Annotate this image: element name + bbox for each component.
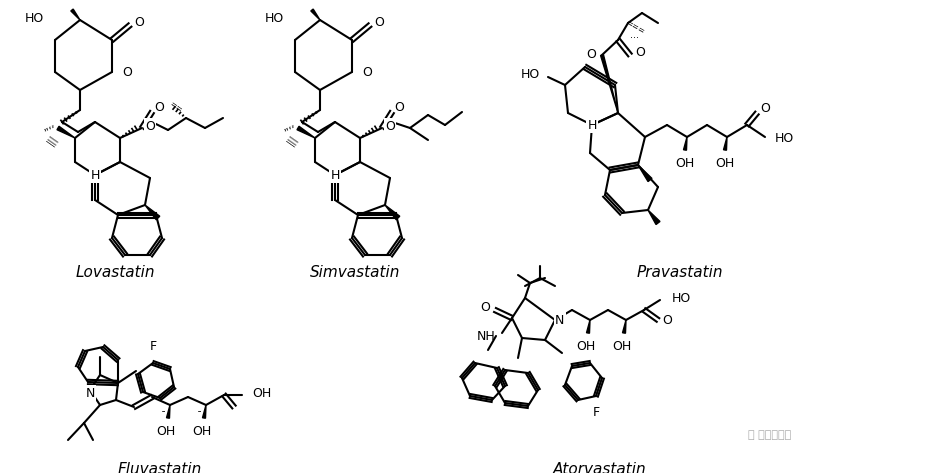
Text: HO: HO	[521, 69, 540, 81]
Text: OH: OH	[193, 425, 211, 438]
Text: O: O	[662, 314, 672, 326]
Polygon shape	[648, 210, 660, 225]
Polygon shape	[297, 126, 315, 138]
Text: H: H	[90, 168, 100, 182]
Text: HO: HO	[672, 291, 692, 305]
Text: 💬 凯菜英药闻: 💬 凯菜英药闻	[748, 430, 792, 440]
Text: OH: OH	[577, 340, 596, 353]
Text: H: H	[588, 119, 597, 131]
Polygon shape	[638, 165, 652, 182]
Polygon shape	[145, 205, 159, 220]
Text: Pravastatin: Pravastatin	[637, 265, 723, 280]
Text: O: O	[480, 300, 490, 314]
Polygon shape	[623, 320, 626, 333]
Text: OH: OH	[252, 386, 272, 400]
Text: Simvastatin: Simvastatin	[310, 265, 400, 280]
Polygon shape	[311, 9, 320, 20]
Text: Fluvastatin: Fluvastatin	[118, 462, 202, 473]
Text: O: O	[154, 100, 164, 114]
Text: |||: |||	[285, 133, 299, 147]
Text: O: O	[385, 120, 395, 132]
Text: Atorvastatin: Atorvastatin	[553, 462, 647, 473]
Text: OH: OH	[676, 157, 694, 170]
Text: OH: OH	[716, 157, 734, 170]
Text: |||: |||	[44, 133, 59, 147]
Text: NH: NH	[477, 330, 496, 342]
Text: O: O	[122, 65, 132, 79]
Polygon shape	[601, 54, 618, 113]
Text: O: O	[134, 16, 144, 28]
Polygon shape	[385, 205, 400, 220]
Text: O: O	[394, 100, 404, 114]
Text: F: F	[149, 340, 157, 353]
Text: N: N	[555, 314, 565, 326]
Text: O: O	[760, 102, 770, 114]
Polygon shape	[167, 405, 170, 418]
Text: O: O	[374, 16, 384, 28]
Polygon shape	[723, 137, 727, 150]
Text: O: O	[635, 46, 645, 60]
Text: F: F	[592, 406, 600, 419]
Text: H: H	[330, 168, 339, 182]
Text: HO: HO	[25, 11, 44, 25]
Polygon shape	[202, 405, 206, 418]
Text: OH: OH	[157, 425, 175, 438]
Text: OH: OH	[613, 340, 631, 353]
Text: ...: ...	[630, 30, 639, 40]
Text: O: O	[586, 49, 596, 61]
Text: ,,,,: ,,,,	[280, 119, 296, 133]
Text: N: N	[85, 386, 95, 400]
Polygon shape	[683, 137, 687, 150]
Text: HO: HO	[265, 11, 284, 25]
Polygon shape	[70, 9, 80, 20]
Polygon shape	[57, 126, 75, 138]
Text: ===: ===	[624, 18, 646, 36]
Polygon shape	[587, 320, 590, 333]
Text: O: O	[145, 120, 155, 132]
Text: O: O	[362, 65, 372, 79]
Text: HO: HO	[775, 131, 794, 144]
Text: ,,,,: ,,,,	[40, 119, 56, 133]
Text: Lovastatin: Lovastatin	[75, 265, 155, 280]
Text: ==: ==	[168, 99, 184, 114]
